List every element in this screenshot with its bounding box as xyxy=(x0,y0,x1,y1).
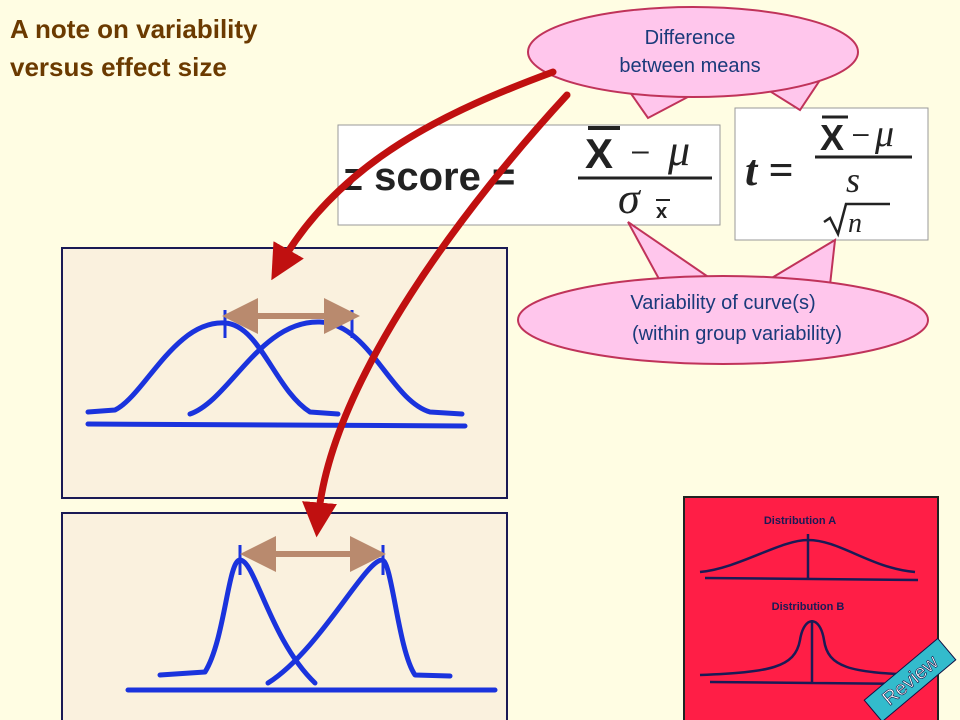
callout xyxy=(517,275,929,365)
t-lhs: t = xyxy=(745,146,793,195)
panel-label: Distribution B xyxy=(772,601,845,613)
title-line: A note on variability xyxy=(10,14,258,44)
z-num: μ xyxy=(667,126,690,175)
pointer-arrow xyxy=(271,68,557,281)
t-num: X xyxy=(820,117,844,158)
z-den: x xyxy=(656,201,667,223)
pointer-arrow xyxy=(302,91,571,538)
review-curve xyxy=(699,534,919,582)
t-den: n xyxy=(848,208,862,239)
sqrt xyxy=(823,202,890,238)
z-num: X xyxy=(585,130,613,177)
t-formula-box xyxy=(734,107,929,241)
callout-text: (within group variability) xyxy=(632,323,842,345)
t-num: μ xyxy=(874,113,894,155)
title-line: versus effect size xyxy=(10,52,227,82)
t-num: – xyxy=(853,117,869,148)
z-den: σ xyxy=(618,174,642,223)
panel-label: Distribution A xyxy=(764,515,836,527)
callout-text: Variability of curve(s) xyxy=(630,292,815,314)
panel-wide xyxy=(61,247,508,499)
callout-text: between means xyxy=(619,55,760,77)
callout xyxy=(527,6,859,98)
review-tag[interactable] xyxy=(863,637,957,720)
t-den: s xyxy=(846,160,860,200)
callout-text: Difference xyxy=(645,27,736,49)
z-num: – xyxy=(632,134,649,167)
